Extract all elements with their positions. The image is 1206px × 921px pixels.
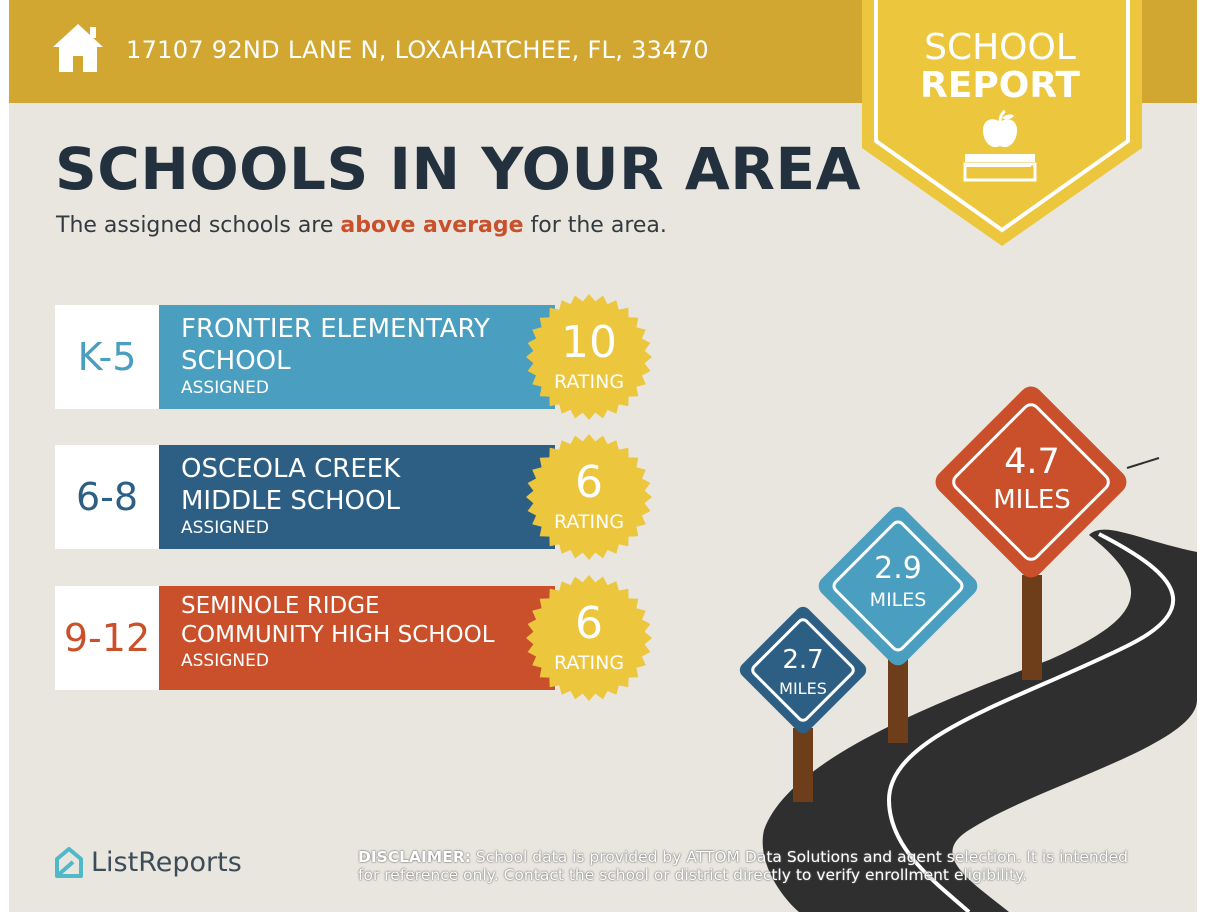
school-name-line-1: FRONTIER ELEMENTARY [181, 314, 490, 344]
school-report-card: 17107 92ND LANE N, LOXAHATCHEE, FL, 3347… [9, 0, 1197, 912]
page-title: SCHOOLS IN YOUR AREA [55, 135, 861, 203]
seal-starburst [526, 434, 652, 560]
seal-icon [526, 294, 652, 420]
badge-line-1: SCHOOL [924, 27, 1076, 68]
school-report-badge [862, 0, 1142, 246]
distance-sign-3 [935, 386, 1127, 578]
seal-icon [526, 434, 652, 560]
school-name-line-1: OSCEOLA CREEK [181, 454, 401, 484]
school-row-elementary: K-5 FRONTIER ELEMENTARY SCHOOL ASSIGNED … [55, 294, 655, 420]
subtitle-text: The assigned schools are [56, 213, 341, 238]
apple-on-book-icon [963, 110, 1037, 182]
school-name-line-1: SEMINOLE RIDGE [181, 593, 380, 619]
rating-value: 6 [575, 598, 603, 649]
school-bar: SEMINOLE RIDGE COMMUNITY HIGH SCHOOL ASS… [159, 586, 555, 690]
badge-line-2: REPORT [920, 65, 1080, 106]
school-bar: FRONTIER ELEMENTARY SCHOOL ASSIGNED [159, 305, 555, 409]
rating-label: RATING [553, 511, 625, 533]
seal-starburst [526, 294, 652, 420]
rating-label: RATING [553, 652, 625, 674]
road-illustration [739, 386, 1197, 912]
rating-seal: 6 RATING [525, 574, 653, 702]
distance-value: 2.7 [782, 645, 824, 675]
grade-range: K-5 [55, 305, 159, 409]
grade-range: 9-12 [55, 586, 159, 690]
property-address: 17107 92ND LANE N, LOXAHATCHEE, FL, 3347… [126, 36, 709, 64]
school-row-middle: 6-8 OSCEOLA CREEK MIDDLE SCHOOL ASSIGNED… [55, 434, 655, 560]
distance-unit: MILES [993, 485, 1071, 515]
seal-icon [526, 575, 652, 701]
assigned-status: ASSIGNED [181, 518, 269, 538]
subtitle: The assigned schools are above average f… [56, 213, 667, 238]
subtitle-highlight: above average [340, 213, 524, 238]
listreports-logo-icon [55, 847, 83, 878]
school-name-line-2: SCHOOL [181, 346, 291, 376]
listreports-logo: ListReports [91, 847, 242, 878]
house-icon [53, 24, 103, 72]
rating-seal: 10 RATING [525, 293, 653, 421]
distance-value: 2.9 [874, 551, 922, 586]
rating-value: 6 [575, 457, 603, 508]
seal-starburst [526, 575, 652, 701]
grade-range: 6-8 [55, 445, 159, 549]
distance-unit: MILES [779, 679, 827, 698]
disclaimer: DISCLAIMER: School data is provided by A… [358, 848, 1148, 884]
distance-unit: MILES [869, 589, 927, 611]
rating-seal: 6 RATING [525, 433, 653, 561]
disclaimer-text: School data is provided by ATTOM Data So… [358, 848, 1128, 884]
school-name-line-2: MIDDLE SCHOOL [181, 486, 400, 516]
school-bar: OSCEOLA CREEK MIDDLE SCHOOL ASSIGNED [159, 445, 555, 549]
rating-label: RATING [553, 371, 625, 393]
assigned-status: ASSIGNED [181, 651, 269, 671]
school-row-high: 9-12 SEMINOLE RIDGE COMMUNITY HIGH SCHOO… [55, 575, 655, 701]
distance-sign-2 [818, 506, 978, 666]
distance-value: 4.7 [1004, 442, 1060, 482]
distance-sign-1 [739, 606, 867, 734]
rating-value: 10 [561, 317, 617, 368]
assigned-status: ASSIGNED [181, 378, 269, 398]
disclaimer-label: DISCLAIMER: [358, 848, 471, 866]
subtitle-text-end: for the area. [523, 213, 667, 238]
school-name-line-2: COMMUNITY HIGH SCHOOL [181, 622, 495, 648]
